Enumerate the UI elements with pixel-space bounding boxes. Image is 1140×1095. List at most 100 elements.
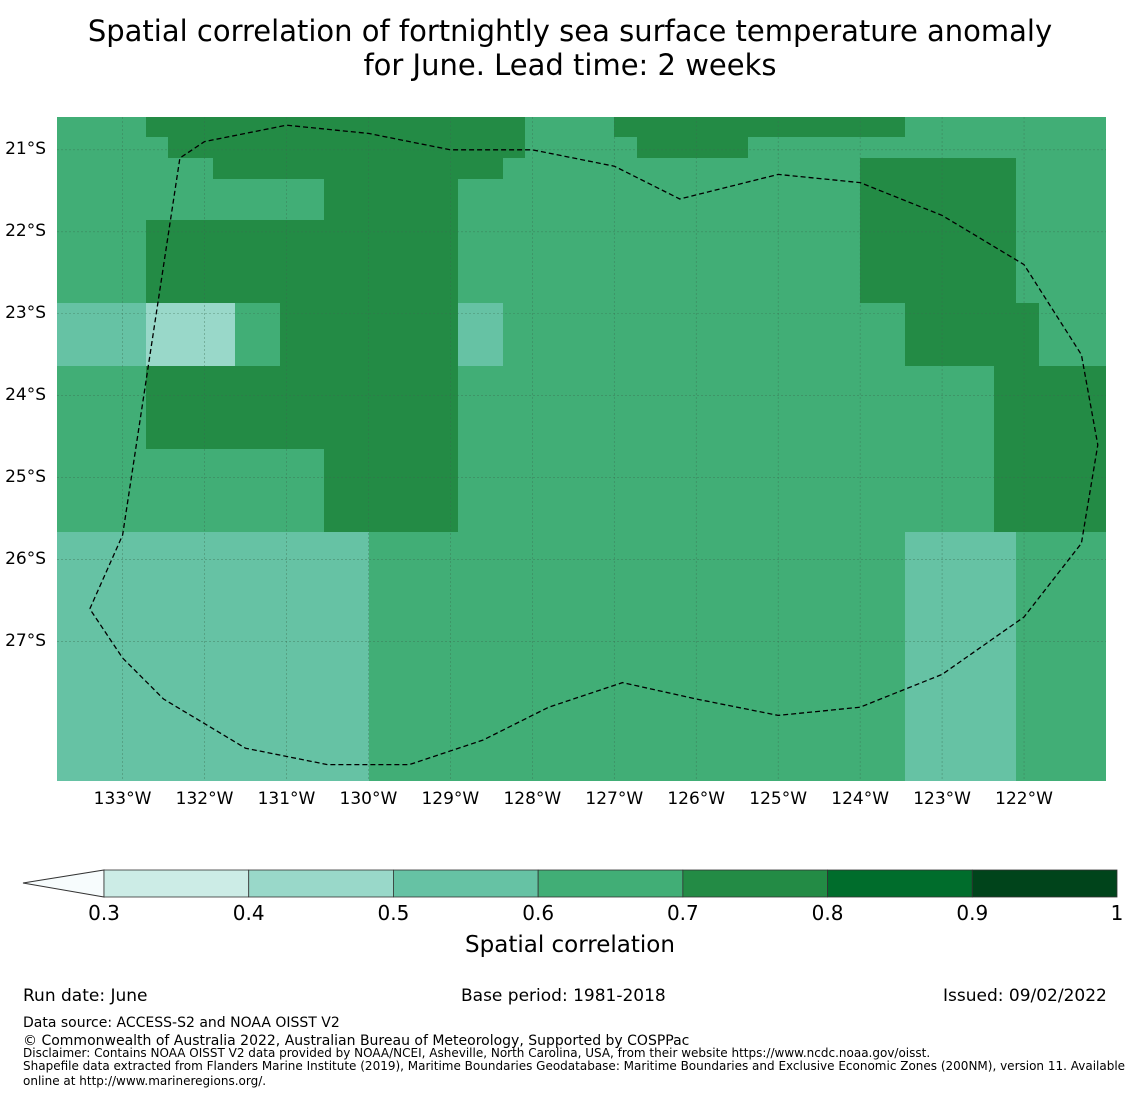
correlation-cell [347, 573, 370, 595]
correlation-cell [771, 573, 794, 595]
correlation-cell [972, 594, 995, 616]
correlation-cell [748, 117, 772, 138]
correlation-cell [1016, 490, 1040, 512]
correlation-cell [481, 573, 504, 595]
correlation-cell [592, 262, 615, 284]
correlation-cell [726, 718, 749, 740]
correlation-cell [548, 469, 571, 491]
correlation-cell [347, 718, 370, 740]
correlation-cell [168, 179, 191, 201]
correlation-cell [972, 262, 995, 284]
correlation-cell [503, 407, 526, 429]
correlation-cell [190, 677, 214, 699]
correlation-cell [860, 407, 883, 429]
correlation-cell [771, 594, 794, 616]
correlation-cell [503, 635, 526, 657]
correlation-cell [1083, 179, 1106, 201]
correlation-cell [57, 635, 80, 657]
correlation-cell [994, 573, 1017, 595]
correlation-cell [949, 698, 973, 719]
correlation-cell [949, 677, 973, 699]
correlation-cell [190, 407, 214, 429]
correlation-cell [748, 677, 772, 699]
correlation-cell [146, 635, 169, 657]
correlation-cell [1083, 407, 1106, 429]
correlation-cell [324, 677, 348, 699]
correlation-cell [280, 718, 303, 740]
correlation-cell [369, 573, 392, 595]
correlation-cell [280, 490, 303, 512]
correlation-cell [324, 179, 348, 201]
correlation-cell [525, 158, 549, 180]
correlation-cell [436, 428, 459, 450]
correlation-cell [436, 200, 459, 221]
correlation-cell [391, 698, 415, 719]
correlation-cell [659, 677, 682, 699]
latitude-label: 23°S [5, 302, 46, 323]
correlation-cell [79, 117, 102, 138]
correlation-cell [548, 635, 571, 657]
correlation-cell [146, 718, 169, 740]
correlation-cell [1061, 428, 1084, 450]
correlation-cell [592, 158, 615, 180]
correlation-cell [949, 469, 973, 491]
correlation-cell [838, 532, 861, 553]
correlation-cell [190, 158, 214, 180]
correlation-cell [347, 511, 370, 533]
correlation-cell [414, 345, 437, 367]
latitude-label: 27°S [5, 630, 46, 651]
correlation-cell [882, 283, 906, 304]
correlation-cell [748, 158, 772, 180]
correlation-cell [1083, 137, 1106, 159]
colorbar-tick-label: 0.8 [811, 901, 844, 925]
correlation-cell [681, 158, 705, 180]
correlation-cell [525, 324, 549, 346]
correlation-cell [882, 718, 906, 740]
correlation-cell [838, 760, 861, 781]
correlation-cell [57, 366, 80, 387]
correlation-cell [659, 262, 682, 284]
correlation-cell [882, 449, 906, 470]
correlation-cell [280, 241, 303, 263]
correlation-cell [838, 511, 861, 533]
correlation-cell [972, 656, 995, 678]
correlation-cell [503, 677, 526, 699]
correlation-cell [391, 241, 415, 263]
correlation-cell [637, 117, 660, 138]
correlation-cell [213, 656, 236, 678]
correlation-cell [481, 158, 504, 180]
correlation-cell [905, 324, 928, 346]
correlation-cell [905, 573, 928, 595]
correlation-cell [101, 552, 124, 574]
correlation-cell [57, 718, 80, 740]
colorbar-tick-label: 0.7 [666, 901, 699, 925]
correlation-cell [481, 220, 504, 242]
correlation-cell [748, 698, 772, 719]
correlation-cell [436, 283, 459, 304]
correlation-cell [257, 469, 281, 491]
correlation-cell [592, 552, 615, 574]
correlation-cell [302, 511, 325, 533]
correlation-cell [146, 200, 169, 221]
correlation-cell [905, 760, 928, 781]
correlation-cell [168, 635, 191, 657]
correlation-cell [726, 117, 749, 138]
correlation-cell [302, 262, 325, 284]
correlation-cell [101, 220, 124, 242]
correlation-cell [101, 407, 124, 429]
correlation-cell [637, 158, 660, 180]
correlation-cell [860, 760, 883, 781]
correlation-cell [815, 386, 839, 408]
correlation-cell [771, 552, 794, 574]
correlation-cell [726, 594, 749, 616]
correlation-cell [1039, 241, 1062, 263]
correlation-cell [213, 635, 236, 657]
correlation-cell [1016, 407, 1040, 429]
correlation-cell [324, 386, 348, 408]
correlation-cell [726, 490, 749, 512]
correlation-cell [458, 407, 482, 429]
correlation-cell [748, 220, 772, 242]
correlation-cell [302, 220, 325, 242]
correlation-cell [101, 200, 124, 221]
correlation-cell [391, 200, 415, 221]
